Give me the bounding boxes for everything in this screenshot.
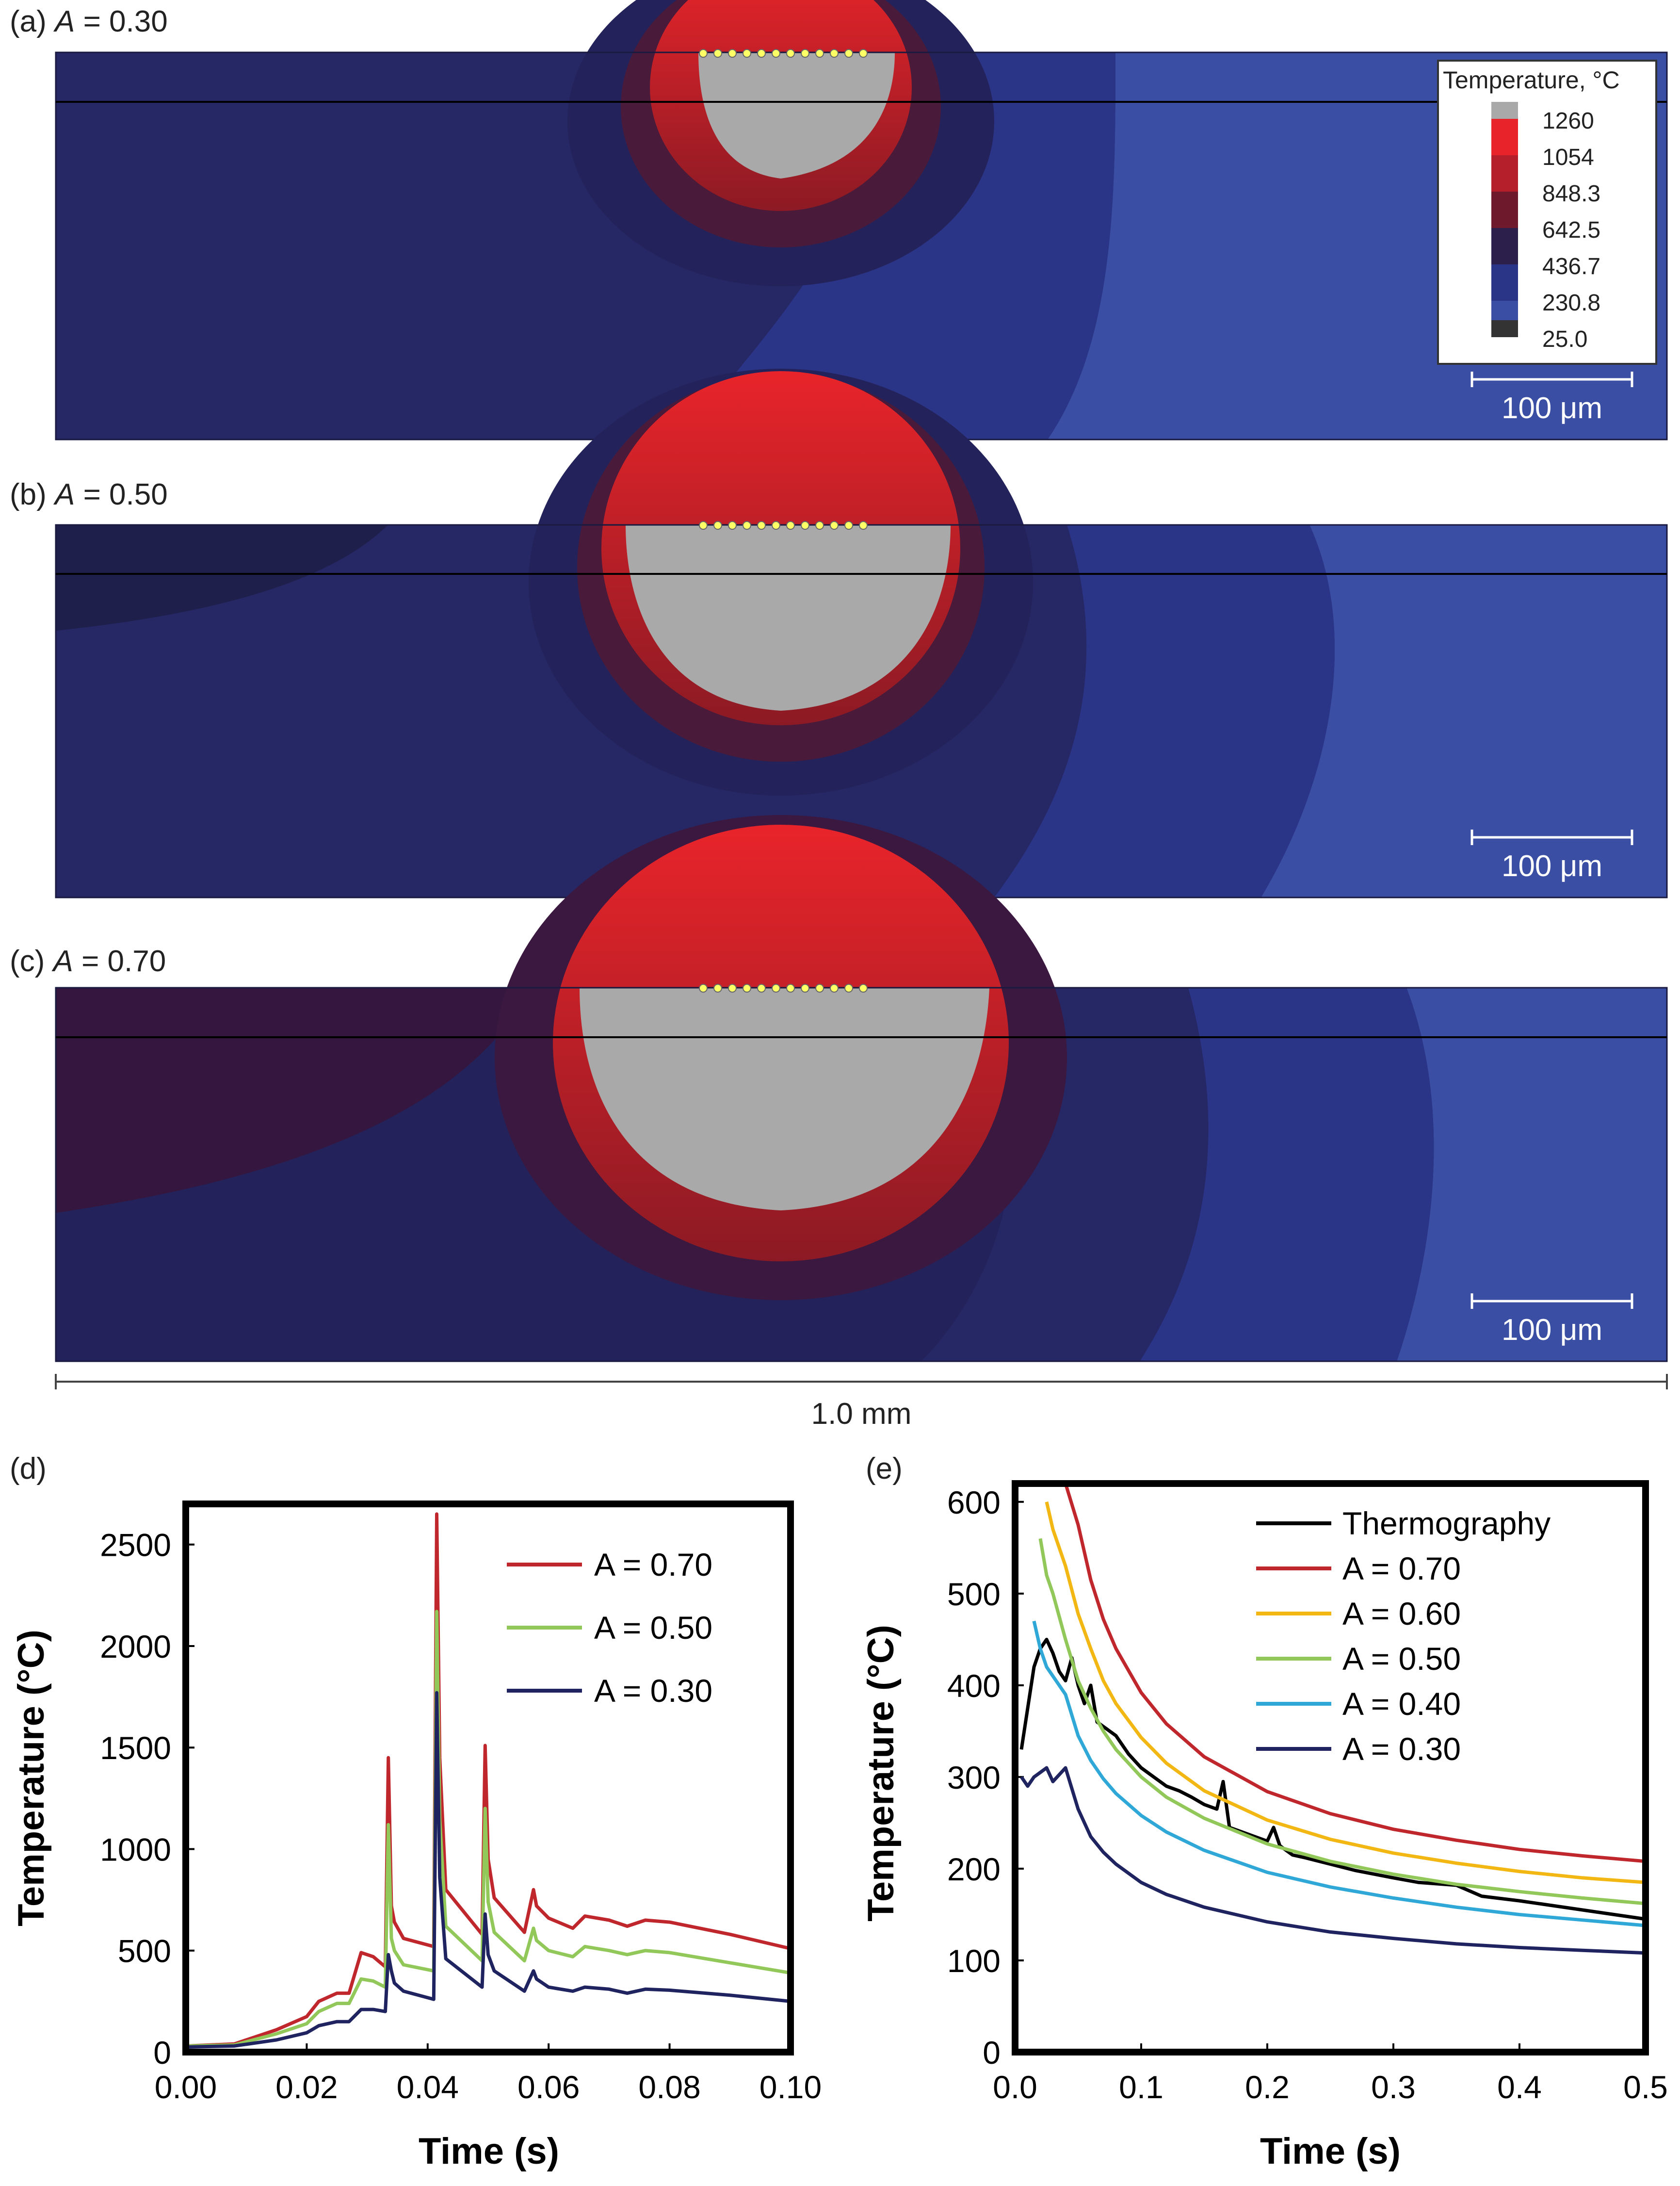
y-tick-label: 1000 [100, 1831, 171, 1867]
y-tick-label: 500 [947, 1576, 1001, 1612]
scalebar-label: 100 μm [1502, 1313, 1602, 1347]
scalebar-label: 100 μm [1502, 849, 1602, 883]
colorbar-level: 1054 [1542, 145, 1594, 170]
chart-e-ticks: 0.0 0.1 0.2 0.3 0.4 0.5 0 100 200 300 400 500 600 [947, 1485, 1668, 2105]
y-tick-label: 2500 [100, 1527, 171, 1563]
panel-c-laser-track [699, 984, 868, 993]
chart-e: (e) 0.0 0.1 0.2 0.3 0.4 0.5 0 100 200 300 400 500 60… [860, 1452, 1668, 2172]
panel-b-laser-track [699, 521, 868, 530]
panel-a: (a) A = 0.30 Temperature, °C 1260 1054 8… [10, 0, 1668, 440]
x-tick-label: 0.4 [1497, 2069, 1542, 2105]
y-tick-label: 100 [947, 1943, 1001, 1979]
chart-e-legend: Thermography A = 0.70 A = 0.60 A = 0.50 … [1256, 1505, 1551, 1767]
y-tick-label: 1500 [100, 1730, 171, 1766]
colorbar-level: 848.3 [1542, 181, 1600, 207]
y-tick-label: 400 [947, 1668, 1001, 1704]
legend-entry: A = 0.50 [1342, 1641, 1461, 1677]
chart-d-xlabel: Time (s) [419, 2131, 559, 2172]
panel-b-cool-zone [1261, 525, 1667, 897]
width-label: 1.0 mm [811, 1397, 912, 1431]
colorbar-level: 436.7 [1542, 254, 1600, 279]
legend-entry: A = 0.70 [1342, 1550, 1461, 1586]
series-line-a-0-70 [185, 1512, 791, 2048]
colorbar-level: 25.0 [1542, 326, 1587, 352]
panel-b-warm-zone [56, 525, 388, 631]
x-tick-label: 0.00 [155, 2069, 217, 2105]
y-tick-label: 200 [947, 1851, 1001, 1887]
panel-b: (b) A = 0.50 100 μm [10, 369, 1668, 898]
x-tick-label: 0.3 [1371, 2069, 1416, 2105]
chart-d-frame [182, 1501, 794, 2055]
chart-d-ylabel: Temperature (°C) [11, 1630, 52, 1926]
chart-e-xlabel: Time (s) [1260, 2131, 1401, 2172]
x-tick-label: 0.04 [397, 2069, 459, 2105]
panel-c-warm-zone [56, 988, 533, 1213]
scalebar-label: 100 μm [1502, 392, 1602, 425]
panel-b-mid-zone [994, 525, 1335, 897]
legend-entry: A = 0.30 [1342, 1731, 1461, 1767]
chart-d-legend: A = 0.70 A = 0.50 A = 0.30 [507, 1547, 712, 1709]
x-tick-label: 0.1 [1119, 2069, 1163, 2105]
panel-b-melt-pool [626, 525, 951, 711]
series-line-a-0-60 [1045, 1501, 1646, 1884]
legend-entry: A = 0.70 [594, 1547, 712, 1582]
colorbar-title: Temperature, °C [1443, 66, 1620, 94]
panel-b-scalebar: 100 μm [1470, 830, 1633, 883]
series-line-a-0-70 [1064, 1483, 1646, 1863]
x-tick-label: 0.10 [759, 2069, 822, 2105]
legend-entry: A = 0.40 [1342, 1686, 1461, 1722]
x-tick-label: 0.08 [638, 2069, 700, 2105]
chart-e-ylabel: Temperature (°C) [860, 1625, 902, 1922]
panel-a-label: (a) A = 0.30 [10, 5, 168, 38]
series-line-a-0-40 [1032, 1620, 1646, 1927]
series-line-a-0-30 [185, 1691, 791, 2049]
panel-a-laser-track [699, 49, 868, 58]
chart-e-label: (e) [866, 1452, 903, 1485]
panel-c-outer-zone [921, 988, 1209, 1361]
panel-c-scalebar: 100 μm [1470, 1293, 1633, 1347]
chart-d-ticks: 0.00 0.02 0.04 0.06 0.08 0.10 0 500 1000 1500 2000… [100, 1527, 822, 2105]
panel-c-melt-pool [580, 988, 989, 1210]
panel-c-cool-zone [1397, 988, 1667, 1361]
series-line-thermography [1019, 1637, 1646, 1921]
legend-entry: A = 0.50 [594, 1610, 712, 1646]
chart-e-series [1019, 1483, 1646, 1955]
series-line-a-0-50 [185, 1610, 791, 2048]
panel-a-melt-pool [698, 52, 895, 179]
panel-c: (c) A = 0.70 100 μm [10, 815, 1668, 1362]
y-tick-label: 2000 [100, 1629, 171, 1664]
panel-c-label: (c) A = 0.70 [10, 945, 166, 978]
panel-b-label: (b) A = 0.50 [10, 478, 168, 511]
colorbar-level: 1260 [1542, 108, 1594, 134]
panel-a-scalebar: 100 μm [1470, 372, 1633, 425]
x-tick-label: 0.2 [1245, 2069, 1290, 2105]
colorbar-level: 642.5 [1542, 217, 1600, 243]
chart-e-frame [1012, 1480, 1649, 2055]
series-line-a-0-30 [1020, 1766, 1646, 1955]
x-tick-label: 0.0 [993, 2069, 1037, 2105]
colorbar-level: 230.8 [1542, 290, 1600, 316]
x-tick-label: 0.5 [1623, 2069, 1668, 2105]
y-tick-label: 0 [153, 2035, 171, 2071]
x-tick-label: 0.06 [517, 2069, 580, 2105]
series-line-a-0-50 [1038, 1538, 1646, 1906]
y-tick-label: 500 [118, 1933, 171, 1969]
legend-entry: A = 0.30 [594, 1673, 712, 1709]
chart-d-series [185, 1512, 791, 2049]
y-tick-label: 300 [947, 1760, 1001, 1795]
chart-d: (d) 0.00 0.02 0.04 0.06 0.08 0.10 0 500 1000 1500… [10, 1452, 822, 2172]
legend-entry: Thermography [1342, 1505, 1551, 1541]
chart-d-label: (d) [10, 1452, 47, 1485]
y-tick-label: 0 [983, 2035, 1001, 2071]
legend-entry: A = 0.60 [1342, 1596, 1461, 1631]
panel-c-mid-zone [1140, 988, 1434, 1361]
y-tick-label: 600 [947, 1485, 1001, 1520]
colorbar: Temperature, °C 1260 1054 848.3 642.5 43… [1437, 60, 1657, 365]
x-tick-label: 0.02 [275, 2069, 338, 2105]
width-indicator: 1.0 mm [55, 1374, 1668, 1431]
